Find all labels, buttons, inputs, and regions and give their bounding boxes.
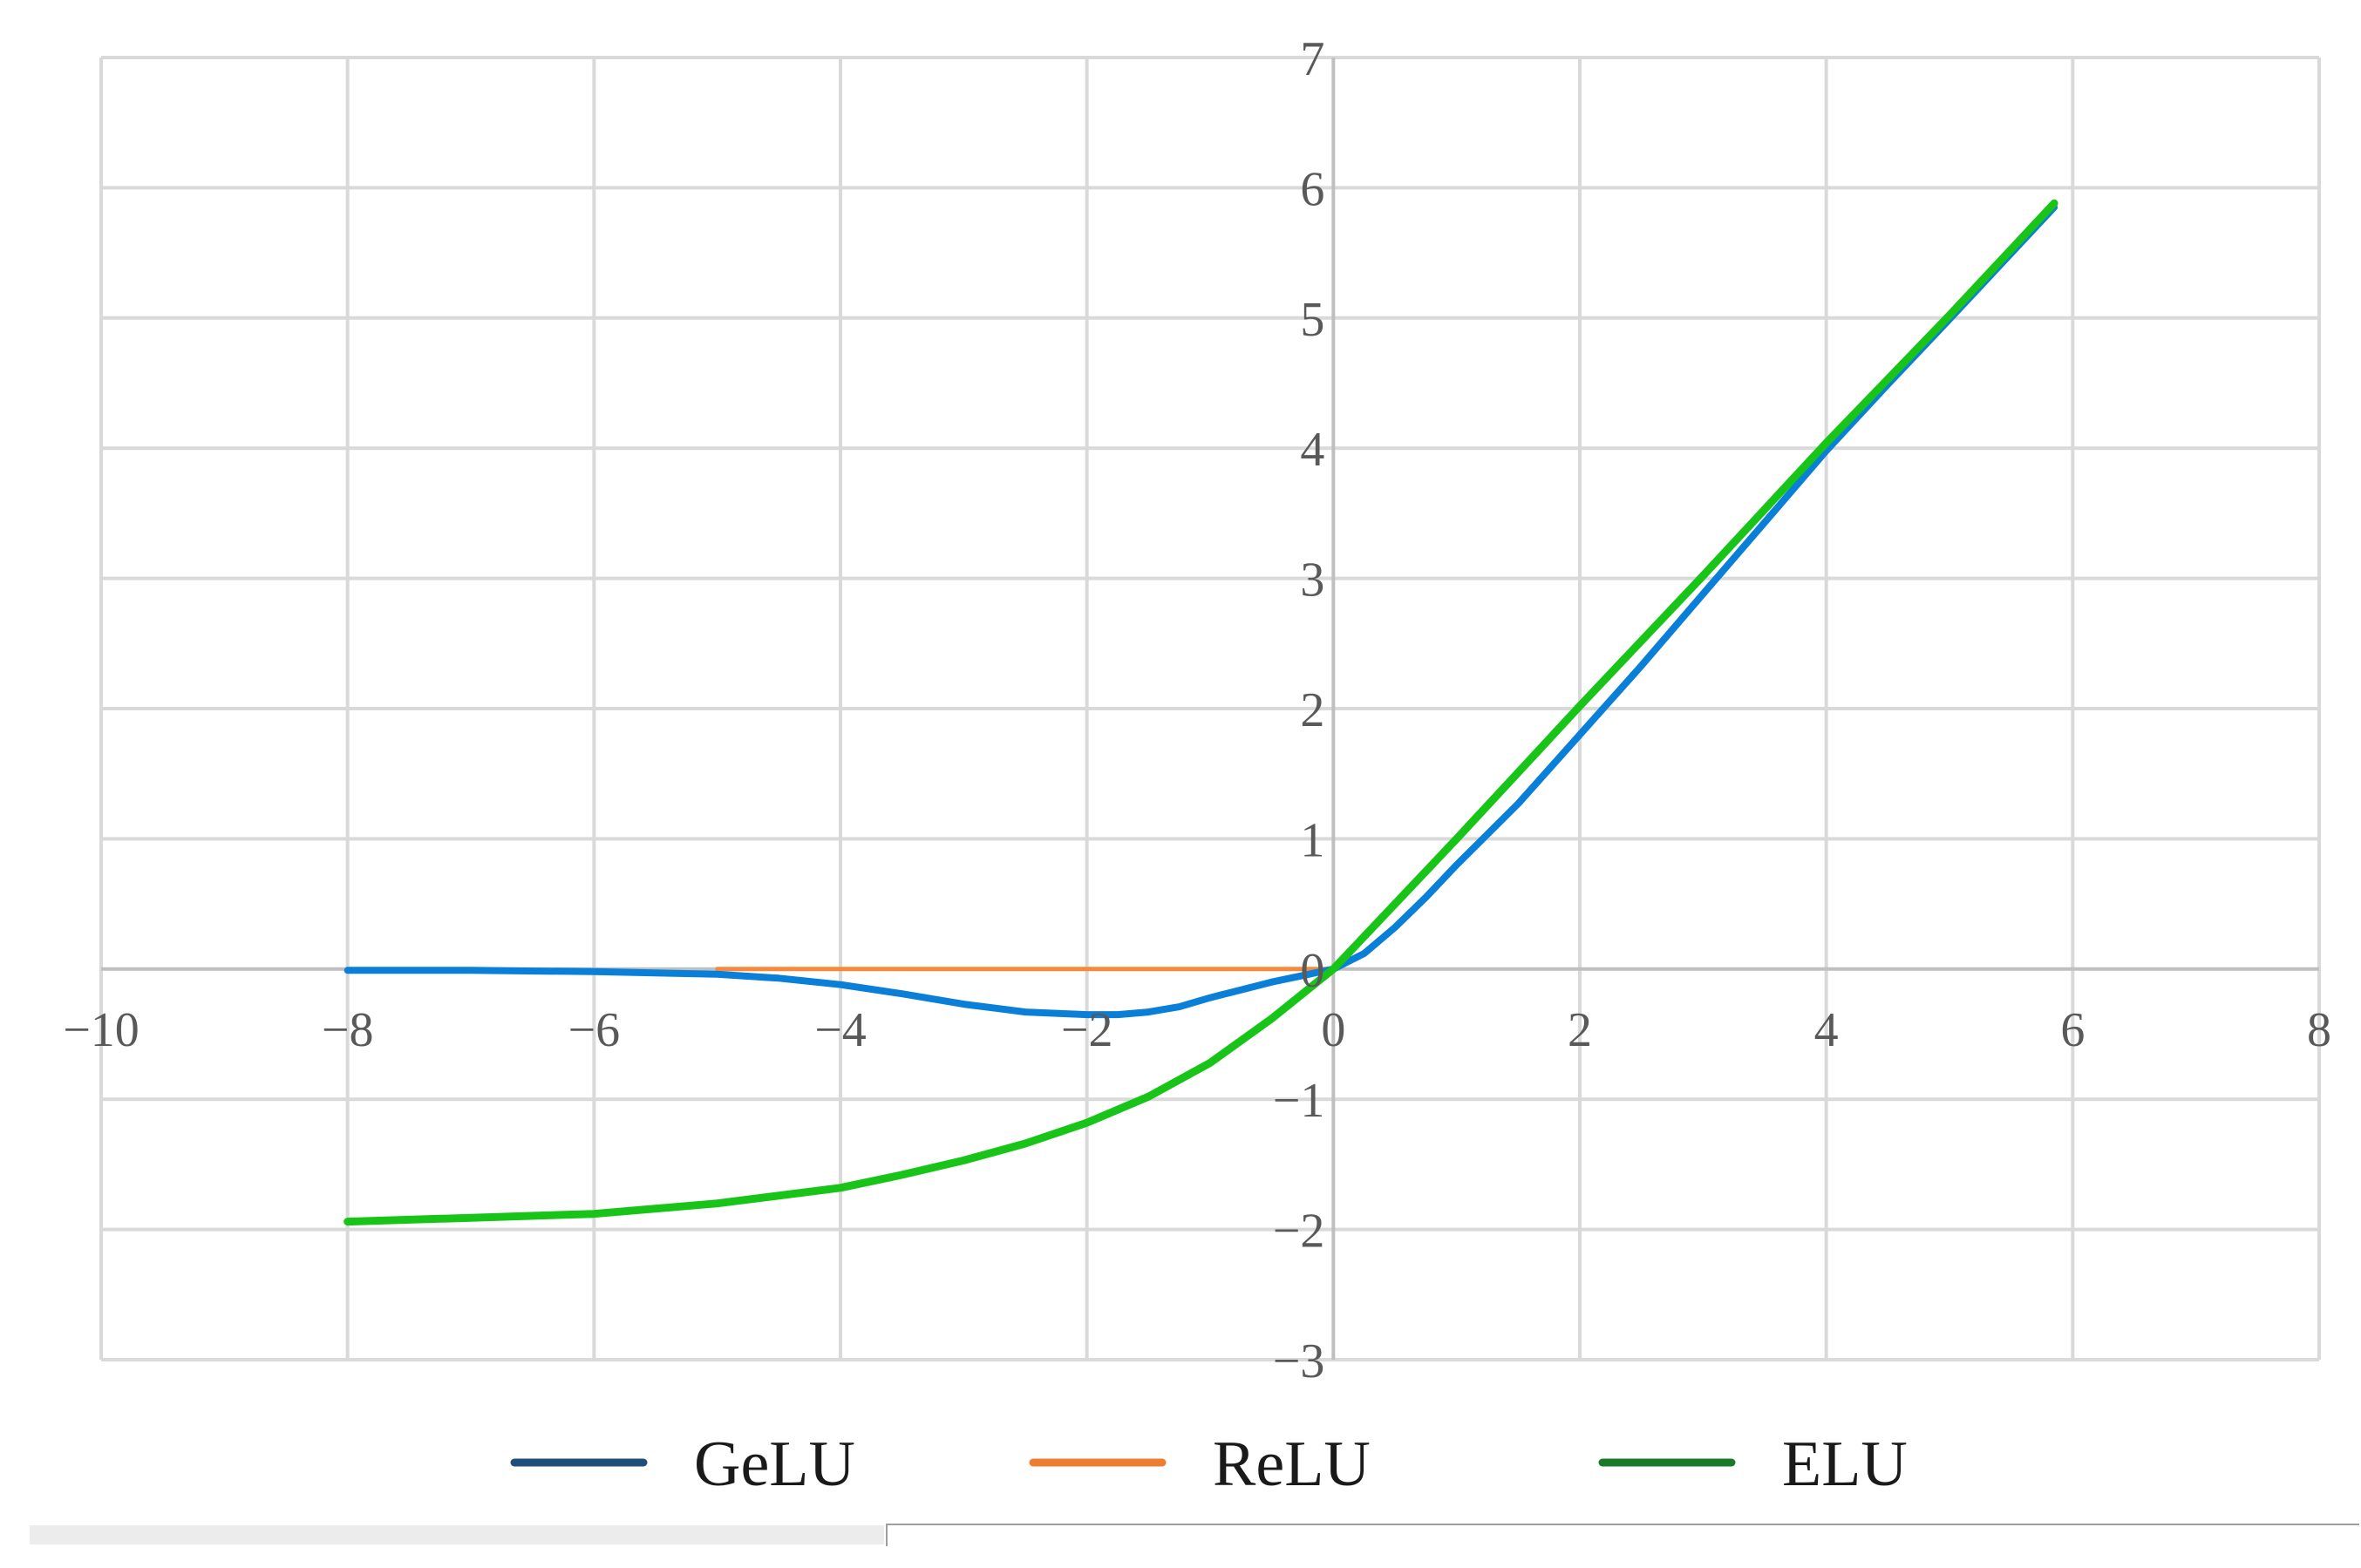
- y-tick-label: 4: [1300, 423, 1324, 477]
- series-line-gelu: [344, 203, 2058, 1019]
- x-tick-label: 2: [1568, 1003, 1592, 1057]
- y-tick-label: 7: [1300, 32, 1324, 86]
- y-tick-label: 5: [1300, 293, 1324, 347]
- y-tick-label: 1: [1300, 813, 1324, 867]
- y-tick-label: −3: [1273, 1334, 1325, 1388]
- series-layer: [344, 199, 2058, 1226]
- x-tick-label: 4: [1814, 1003, 1839, 1057]
- x-tick-label: 0: [1321, 1003, 1345, 1057]
- legend: GeLU ReLU ELU: [510, 1429, 1908, 1500]
- series-line-elu: [344, 199, 2058, 1226]
- x-tick-label: −8: [322, 1003, 374, 1057]
- y-tick-label: 2: [1300, 683, 1324, 737]
- y-tick-labels: −3 −2 −1 0 1 2 3 4 5 6 7: [1273, 32, 1325, 1388]
- y-tick-label: 6: [1300, 162, 1324, 216]
- y-tick-label: 0: [1300, 944, 1324, 998]
- x-tick-label: −4: [814, 1003, 867, 1057]
- x-tick-label: −2: [1061, 1003, 1113, 1057]
- legend-label-relu: ReLU: [1213, 1429, 1371, 1500]
- x-tick-label: 8: [2307, 1003, 2331, 1057]
- legend-label-elu: ELU: [1782, 1429, 1908, 1500]
- legend-label-gelu: GeLU: [694, 1429, 855, 1500]
- x-tick-label: −10: [63, 1003, 139, 1057]
- x-tick-label: 6: [2060, 1003, 2085, 1057]
- footer-divider: [886, 1524, 2359, 1525]
- grid-layer: [99, 56, 2321, 1361]
- y-tick-label: −1: [1273, 1074, 1325, 1128]
- y-tick-label: 3: [1300, 553, 1324, 608]
- x-tick-label: −6: [568, 1003, 621, 1057]
- footer-tick: [886, 1524, 888, 1546]
- y-tick-label: −2: [1273, 1205, 1325, 1259]
- x-tick-labels: −10 −8 −6 −4 −2 0 2 4 6 8: [63, 1003, 2331, 1057]
- footer-bar: [30, 1525, 884, 1544]
